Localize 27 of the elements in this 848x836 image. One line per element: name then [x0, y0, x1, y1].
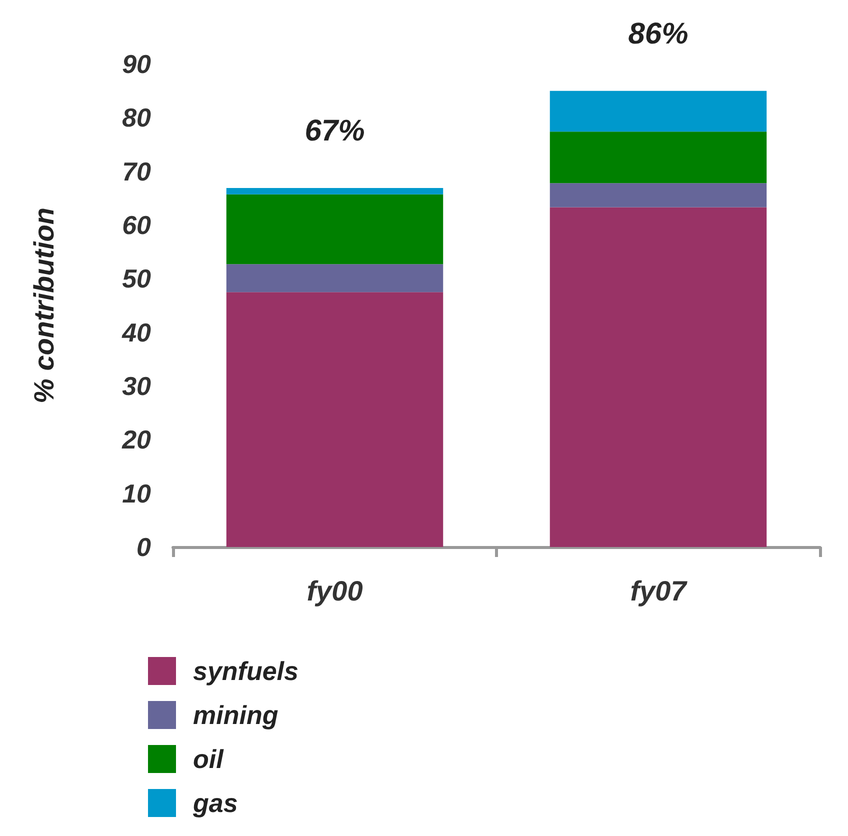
legend-label: gas: [192, 788, 238, 818]
bar: [226, 194, 444, 264]
legend-label: oil: [193, 744, 224, 774]
bar: [226, 264, 444, 292]
bar: [550, 90, 767, 132]
total-label: 67%: [304, 114, 365, 148]
bar: [550, 207, 767, 547]
legend-label: synfuels: [193, 656, 298, 686]
y-axis-title: % contribution: [28, 208, 60, 404]
y-tick-label: 30: [122, 371, 152, 401]
x-tick-label: fy07: [630, 576, 688, 606]
y-tick-label: 90: [122, 49, 152, 79]
bar: [226, 292, 444, 547]
y-tick-label: 60: [122, 210, 152, 240]
legend-label: mining: [193, 700, 278, 730]
y-tick-label: 40: [121, 317, 152, 348]
bar: [550, 132, 767, 184]
bar: [550, 183, 767, 208]
bar: [226, 188, 444, 194]
y-tick-label: 80: [122, 102, 152, 133]
y-tick-label: 70: [122, 156, 152, 186]
x-tick-label: fy00: [306, 576, 364, 606]
y-tick-label: 20: [121, 424, 152, 455]
y-tick-label: 50: [122, 264, 152, 294]
total-label: 86%: [628, 17, 688, 50]
y-tick-label: 10: [122, 478, 152, 508]
y-tick-label: 0: [136, 532, 152, 562]
